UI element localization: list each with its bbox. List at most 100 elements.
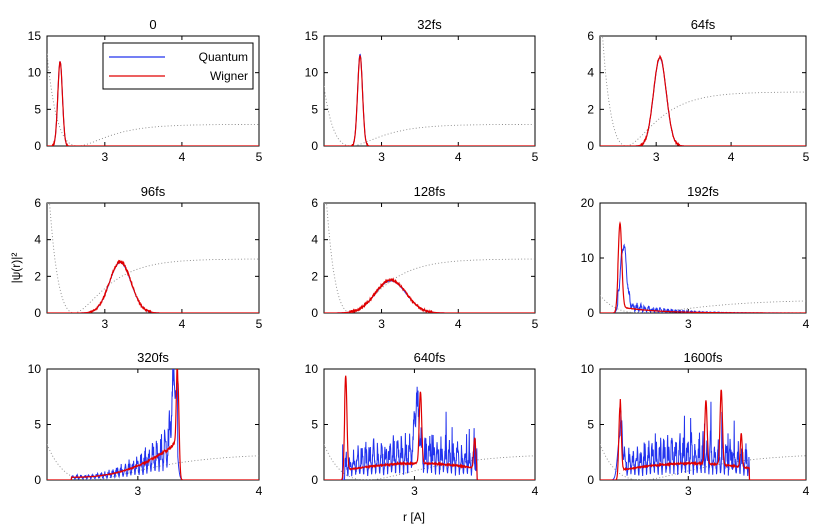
x-tick-label: 5	[532, 150, 539, 164]
legend-box	[102, 42, 254, 90]
y-tick-label: 5	[311, 102, 318, 116]
series-wigner	[600, 389, 806, 480]
y-tick-label: 5	[34, 102, 41, 116]
panel-title: 1600fs	[683, 350, 723, 365]
y-tick-label: 15	[28, 29, 42, 43]
y-tick-label: 0	[587, 306, 594, 320]
x-tick-label: 4	[455, 317, 462, 331]
panel-2: 64fs 3 4 5 0 2 4 6	[587, 17, 809, 164]
x-tick-label: 4	[179, 150, 186, 164]
x-tick-label: 4	[532, 484, 539, 498]
y-tick-label: 0	[311, 139, 318, 153]
y-tick-label: 2	[34, 269, 41, 283]
x-tick-label: 3	[411, 484, 418, 498]
y-tick-label: 10	[28, 66, 42, 80]
panel-title: 32fs	[417, 17, 442, 32]
plot-content	[324, 203, 535, 313]
y-tick-label: 10	[581, 362, 595, 376]
legend: Quantum Wigner	[102, 42, 254, 90]
x-tick-label: 4	[803, 484, 810, 498]
series-wigner	[600, 54, 806, 146]
y-tick-label: 5	[311, 418, 318, 432]
y-tick-label: 2	[587, 102, 594, 116]
y-tick-label: 6	[34, 196, 41, 210]
panel-5: 192fs 3 4 0 10 20	[581, 184, 810, 331]
potential-curve	[324, 203, 535, 313]
y-tick-label: 0	[311, 473, 318, 487]
plot-area	[599, 202, 807, 314]
y-tick-label: 10	[305, 66, 319, 80]
panels: 0 3 4 5 0 5 10 15 Quantum Wigner 32fs 3 4 5 0 5 10 15 64fs…	[28, 17, 810, 498]
y-tick-label: 4	[587, 66, 594, 80]
potential-curve	[600, 444, 806, 480]
panel-title: 128fs	[414, 184, 446, 199]
series-quantum	[47, 369, 259, 480]
plot-content	[600, 36, 806, 146]
plot-content	[600, 389, 806, 480]
panel-title: 96fs	[141, 184, 166, 199]
y-tick-label: 20	[581, 196, 595, 210]
series-wigner	[324, 375, 535, 480]
panel-4: 128fs 3 4 5 0 2 4 6	[311, 184, 538, 331]
x-tick-label: 3	[685, 317, 692, 331]
y-tick-label: 6	[587, 29, 594, 43]
x-tick-label: 5	[256, 150, 263, 164]
x-tick-label: 3	[378, 317, 385, 331]
y-tick-label: 0	[311, 306, 318, 320]
series-wigner	[600, 220, 806, 313]
x-tick-label: 4	[728, 150, 735, 164]
x-tick-label: 3	[653, 150, 660, 164]
y-tick-label: 10	[28, 362, 42, 376]
y-axis-label: |ψ(r)|²	[9, 253, 23, 284]
x-axis-label: r [A]	[403, 510, 425, 524]
plot-area	[46, 368, 260, 481]
plot-content	[47, 203, 259, 313]
y-tick-label: 0	[34, 306, 41, 320]
potential-curve	[600, 36, 806, 146]
y-tick-label: 2	[311, 269, 318, 283]
y-tick-label: 0	[34, 139, 41, 153]
panel-title: 320fs	[137, 350, 169, 365]
panel-6: 320fs 3 4 0 5 10	[28, 350, 263, 498]
plot-content	[324, 53, 535, 146]
plot-content	[600, 220, 806, 313]
x-tick-label: 4	[256, 484, 263, 498]
panel-title: 0	[149, 17, 156, 32]
series-wigner	[47, 369, 259, 480]
panel-3: 96fs 3 4 5 0 2 4 6	[34, 184, 262, 331]
panel-title: 192fs	[687, 184, 719, 199]
y-tick-label: 0	[34, 473, 41, 487]
y-tick-label: 15	[305, 29, 319, 43]
legend-label-wigner: Wigner	[210, 69, 248, 83]
panel-8: 1600fs 3 4 0 5 10	[581, 350, 810, 498]
legend-label-quantum: Quantum	[199, 50, 248, 64]
y-tick-label: 0	[587, 139, 594, 153]
x-tick-label: 4	[803, 317, 810, 331]
plot-area	[46, 202, 260, 314]
y-tick-label: 10	[581, 251, 595, 265]
x-tick-label: 4	[179, 317, 186, 331]
plot-area	[599, 368, 807, 481]
series-wigner	[324, 55, 535, 146]
x-tick-label: 3	[685, 484, 692, 498]
panel-title: 64fs	[691, 17, 716, 32]
plot-area	[599, 35, 807, 147]
panel-title: 640fs	[414, 350, 446, 365]
y-tick-label: 5	[34, 418, 41, 432]
panel-1: 32fs 3 4 5 0 5 10 15	[305, 17, 539, 164]
panel-0: 0 3 4 5 0 5 10 15 Quantum Wigner	[28, 17, 263, 164]
potential-curve	[47, 444, 259, 480]
y-tick-label: 6	[311, 196, 318, 210]
x-tick-label: 5	[256, 317, 263, 331]
x-tick-label: 4	[455, 150, 462, 164]
panel-7: 640fs 3 4 0 5 10	[305, 350, 539, 498]
y-tick-label: 4	[311, 233, 318, 247]
plot-content	[324, 375, 535, 480]
plot-area	[323, 202, 536, 314]
x-tick-label: 3	[378, 150, 385, 164]
x-tick-label: 5	[803, 150, 810, 164]
series-wigner	[47, 259, 259, 313]
x-tick-label: 3	[101, 150, 108, 164]
plot-content	[47, 369, 259, 480]
